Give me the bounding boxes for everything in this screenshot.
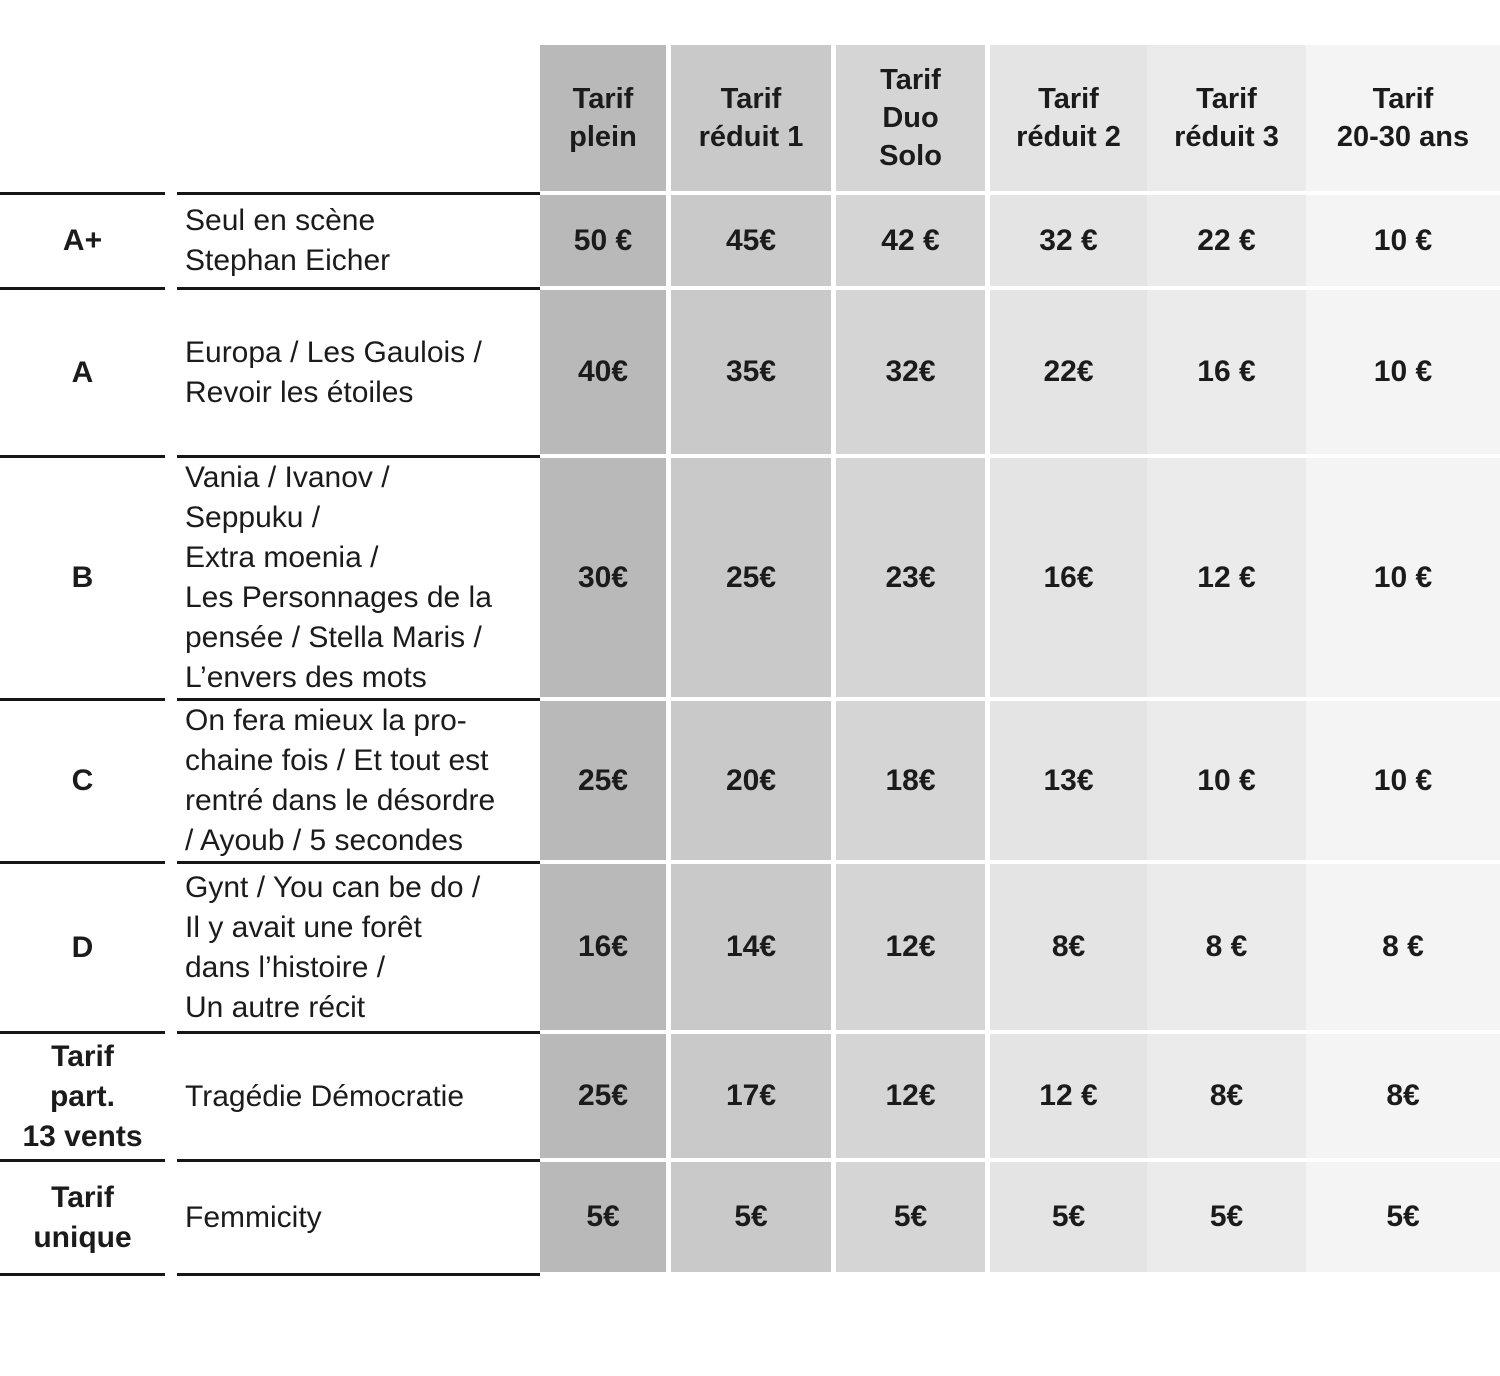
header-row: Tarif plein Tarif réduit 1 Tarif Duo Sol…: [0, 45, 1500, 195]
price-cell: 45€: [671, 195, 831, 290]
column-header-tarif-20-30-ans: Tarif 20-30 ans: [1306, 45, 1500, 195]
price-cell: 10 €: [1147, 701, 1306, 864]
price-cell: 35€: [671, 290, 831, 458]
table-row: D Gynt / You can be do / Il y avait une …: [0, 864, 1500, 1034]
price-cell: 22€: [990, 290, 1147, 458]
price-cell: 12 €: [990, 1034, 1147, 1162]
price-cell: 12 €: [1147, 458, 1306, 701]
price-cell: 16 €: [1147, 290, 1306, 458]
price-cell: 25€: [540, 1034, 666, 1162]
shows-cell: Femmicity: [177, 1162, 540, 1276]
table-row: Tarif unique Femmicity 5€ 5€ 5€ 5€ 5€ 5€: [0, 1162, 1500, 1276]
table-row: B Vania / Ivanov / Seppuku / Extra moeni…: [0, 458, 1500, 701]
table-row: A+ Seul en scène Stephan Eicher 50 € 45€…: [0, 195, 1500, 290]
price-cell: 10 €: [1306, 290, 1500, 458]
category-cell: Tarif part. 13 vents: [0, 1034, 165, 1162]
price-cell: 5€: [1147, 1162, 1306, 1276]
price-cell: 50 €: [540, 195, 666, 290]
price-cell: 30€: [540, 458, 666, 701]
price-cell: 18€: [836, 701, 985, 864]
price-cell: 10 €: [1306, 701, 1500, 864]
price-cell: 5€: [1306, 1162, 1500, 1276]
price-cell: 23€: [836, 458, 985, 701]
price-cell: 16€: [540, 864, 666, 1034]
price-cell: 20€: [671, 701, 831, 864]
price-cell: 8€: [1306, 1034, 1500, 1162]
shows-cell: Europa / Les Gaulois / Revoir les étoile…: [177, 290, 540, 458]
price-cell: 32 €: [990, 195, 1147, 290]
price-cell: 40€: [540, 290, 666, 458]
price-cell: 8 €: [1306, 864, 1500, 1034]
price-cell: 42 €: [836, 195, 985, 290]
category-cell: B: [0, 458, 165, 701]
category-cell: C: [0, 701, 165, 864]
price-cell: 12€: [836, 1034, 985, 1162]
shows-cell: On fera mieux la pro- chaine fois / Et t…: [177, 701, 540, 864]
table-body: A+ Seul en scène Stephan Eicher 50 € 45€…: [0, 195, 1500, 1276]
price-cell: 5€: [836, 1162, 985, 1276]
price-cell: 10 €: [1306, 458, 1500, 701]
shows-cell: Gynt / You can be do / Il y avait une fo…: [177, 864, 540, 1034]
price-cell: 8 €: [1147, 864, 1306, 1034]
price-cell: 25€: [671, 458, 831, 701]
price-cell: 12€: [836, 864, 985, 1034]
price-cell: 32€: [836, 290, 985, 458]
header-shows-spacer: [177, 45, 540, 195]
category-cell: Tarif unique: [0, 1162, 165, 1276]
price-cell: 25€: [540, 701, 666, 864]
shows-cell: Vania / Ivanov / Seppuku / Extra moenia …: [177, 458, 540, 701]
table-row: Tarif part. 13 vents Tragédie Démocratie…: [0, 1034, 1500, 1162]
price-cell: 14€: [671, 864, 831, 1034]
shows-cell: Seul en scène Stephan Eicher: [177, 195, 540, 290]
column-header-tarif-duo-solo: Tarif Duo Solo: [836, 45, 985, 195]
price-cell: 10 €: [1306, 195, 1500, 290]
shows-cell: Tragédie Démocratie: [177, 1034, 540, 1162]
price-cell: 13€: [990, 701, 1147, 864]
price-cell: 8€: [990, 864, 1147, 1034]
column-header-tarif-plein: Tarif plein: [540, 45, 666, 195]
price-cell: 22 €: [1147, 195, 1306, 290]
price-cell: 5€: [540, 1162, 666, 1276]
price-cell: 17€: [671, 1034, 831, 1162]
category-cell: D: [0, 864, 165, 1034]
column-header-tarif-reduit-1: Tarif réduit 1: [671, 45, 831, 195]
price-cell: 5€: [990, 1162, 1147, 1276]
table-row: C On fera mieux la pro- chaine fois / Et…: [0, 701, 1500, 864]
column-header-tarif-reduit-2: Tarif réduit 2: [990, 45, 1147, 195]
column-header-tarif-reduit-3: Tarif réduit 3: [1147, 45, 1306, 195]
header-category-spacer: [0, 45, 165, 195]
table-row: A Europa / Les Gaulois / Revoir les étoi…: [0, 290, 1500, 458]
pricing-table: Tarif plein Tarif réduit 1 Tarif Duo Sol…: [0, 45, 1500, 1276]
category-cell: A+: [0, 195, 165, 290]
price-cell: 16€: [990, 458, 1147, 701]
category-cell: A: [0, 290, 165, 458]
price-cell: 5€: [671, 1162, 831, 1276]
price-cell: 8€: [1147, 1034, 1306, 1162]
